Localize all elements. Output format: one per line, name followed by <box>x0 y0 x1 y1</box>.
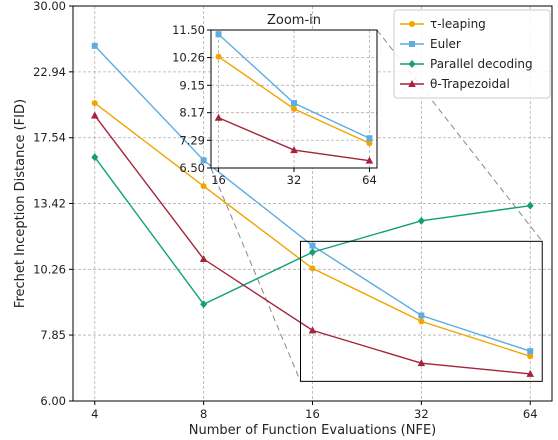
y-tick-label-10.26: 10.26 <box>33 262 66 276</box>
inset-data-point-leaping-16 <box>215 53 222 60</box>
inset-y-tick-label-9.15: 9.15 <box>179 78 205 92</box>
inset-ticks: 16 32 64 6.50 7.29 8.17 9.15 10.26 11.50 <box>172 23 377 187</box>
data-point-leaping-8 <box>200 183 207 190</box>
zoom-region-box <box>300 240 543 382</box>
x-axis-label: Number of Function Evaluations (NFE) <box>189 423 437 438</box>
inset-x-tick-label-16: 16 <box>211 173 226 187</box>
inset-y-tick-label-8.17: 8.17 <box>179 106 205 120</box>
inset-data-point-euler-16 <box>215 31 222 38</box>
legend-marker-euler <box>409 41 415 47</box>
data-point-euler-4 <box>91 42 98 49</box>
connector-line-left <box>210 167 301 382</box>
data-point-leaping-32 <box>418 318 425 325</box>
data-point-trapezoidal-64 <box>526 369 535 377</box>
data-point-parallel-decoding-4 <box>91 153 99 162</box>
data-point-leaping-64 <box>527 353 534 360</box>
inset-y-tick-label-7.29: 7.29 <box>179 133 205 147</box>
y-tick-label-7.85: 7.85 <box>40 328 66 342</box>
data-point-trapezoidal-16 <box>308 326 317 334</box>
main-series <box>90 42 535 377</box>
x-tick-label-4: 4 <box>91 407 98 421</box>
inset-y-tick-label-11.50: 11.50 <box>172 23 205 37</box>
legend-label-leaping: τ-leaping <box>430 17 486 31</box>
inset-data-point-trapezoidal-64 <box>365 156 374 164</box>
inset-data-point-leaping-32 <box>291 105 297 112</box>
data-point-euler-8 <box>200 157 207 164</box>
inset-title: Zoom-in <box>267 13 321 28</box>
inset-y-tick-label-6.50: 6.50 <box>179 161 205 175</box>
data-point-trapezoidal-32 <box>417 359 426 367</box>
y-tick-label-17.54: 17.54 <box>33 131 66 145</box>
main-ticks: 4 8 16 32 64 6.00 7.85 10.26 13.42 17.54 22.94 30.0… <box>33 0 537 421</box>
inset-x-tick-label-32: 32 <box>287 173 302 187</box>
legend-marker-parallel-decoding <box>408 60 416 68</box>
inset-data-point-euler-64 <box>366 135 373 142</box>
data-point-trapezoidal-4 <box>90 111 99 119</box>
data-point-trapezoidal-8 <box>199 255 208 263</box>
inset-data-point-leaping-64 <box>366 140 373 147</box>
data-point-parallel-decoding-16 <box>309 248 316 257</box>
legend-label-parallel-decoding: Parallel decoding <box>430 57 533 71</box>
legend-marker-leaping <box>409 21 415 27</box>
legend-box <box>393 9 551 99</box>
x-tick-label-16: 16 <box>305 407 320 421</box>
inset-data-point-trapezoidal-32 <box>290 146 298 154</box>
x-tick-label-32: 32 <box>414 407 429 421</box>
inset-x-tick-label-64: 64 <box>362 173 377 187</box>
inset-data-point-trapezoidal-16 <box>214 113 223 121</box>
data-point-parallel-decoding-32 <box>417 216 425 225</box>
x-tick-label-8: 8 <box>200 407 207 421</box>
inset-series <box>214 31 374 164</box>
data-point-parallel-decoding-64 <box>526 201 534 210</box>
data-point-euler-64 <box>527 348 534 355</box>
legend: τ-leaping Euler Parallel decoding θ-Trapezo… <box>393 9 551 99</box>
y-tick-label-30.00: 30.00 <box>33 0 66 13</box>
data-point-leaping-4 <box>91 100 98 107</box>
data-point-euler-16 <box>309 242 316 249</box>
y-tick-label-6.00: 6.00 <box>40 394 66 408</box>
zoom-inset: 16 32 64 6.50 7.29 8.17 9.15 10.26 11.50 Zoom-in <box>172 13 378 187</box>
x-tick-label-64: 64 <box>523 407 538 421</box>
inset-data-point-euler-32 <box>291 100 297 107</box>
legend-marker-trapezoidal <box>408 80 416 87</box>
data-point-parallel-decoding-8 <box>200 300 208 309</box>
legend-label-trapezoidal: θ-Trapezoidal <box>430 77 510 91</box>
data-point-euler-32 <box>418 312 425 319</box>
y-tick-label-22.94: 22.94 <box>33 65 66 79</box>
y-tick-label-13.42: 13.42 <box>33 196 66 210</box>
inset-y-tick-label-10.26: 10.26 <box>172 51 205 65</box>
y-axis-label: Frechet Inception Distance (FID) <box>13 99 28 308</box>
data-point-leaping-16 <box>309 265 316 272</box>
legend-label-euler: Euler <box>430 37 461 51</box>
